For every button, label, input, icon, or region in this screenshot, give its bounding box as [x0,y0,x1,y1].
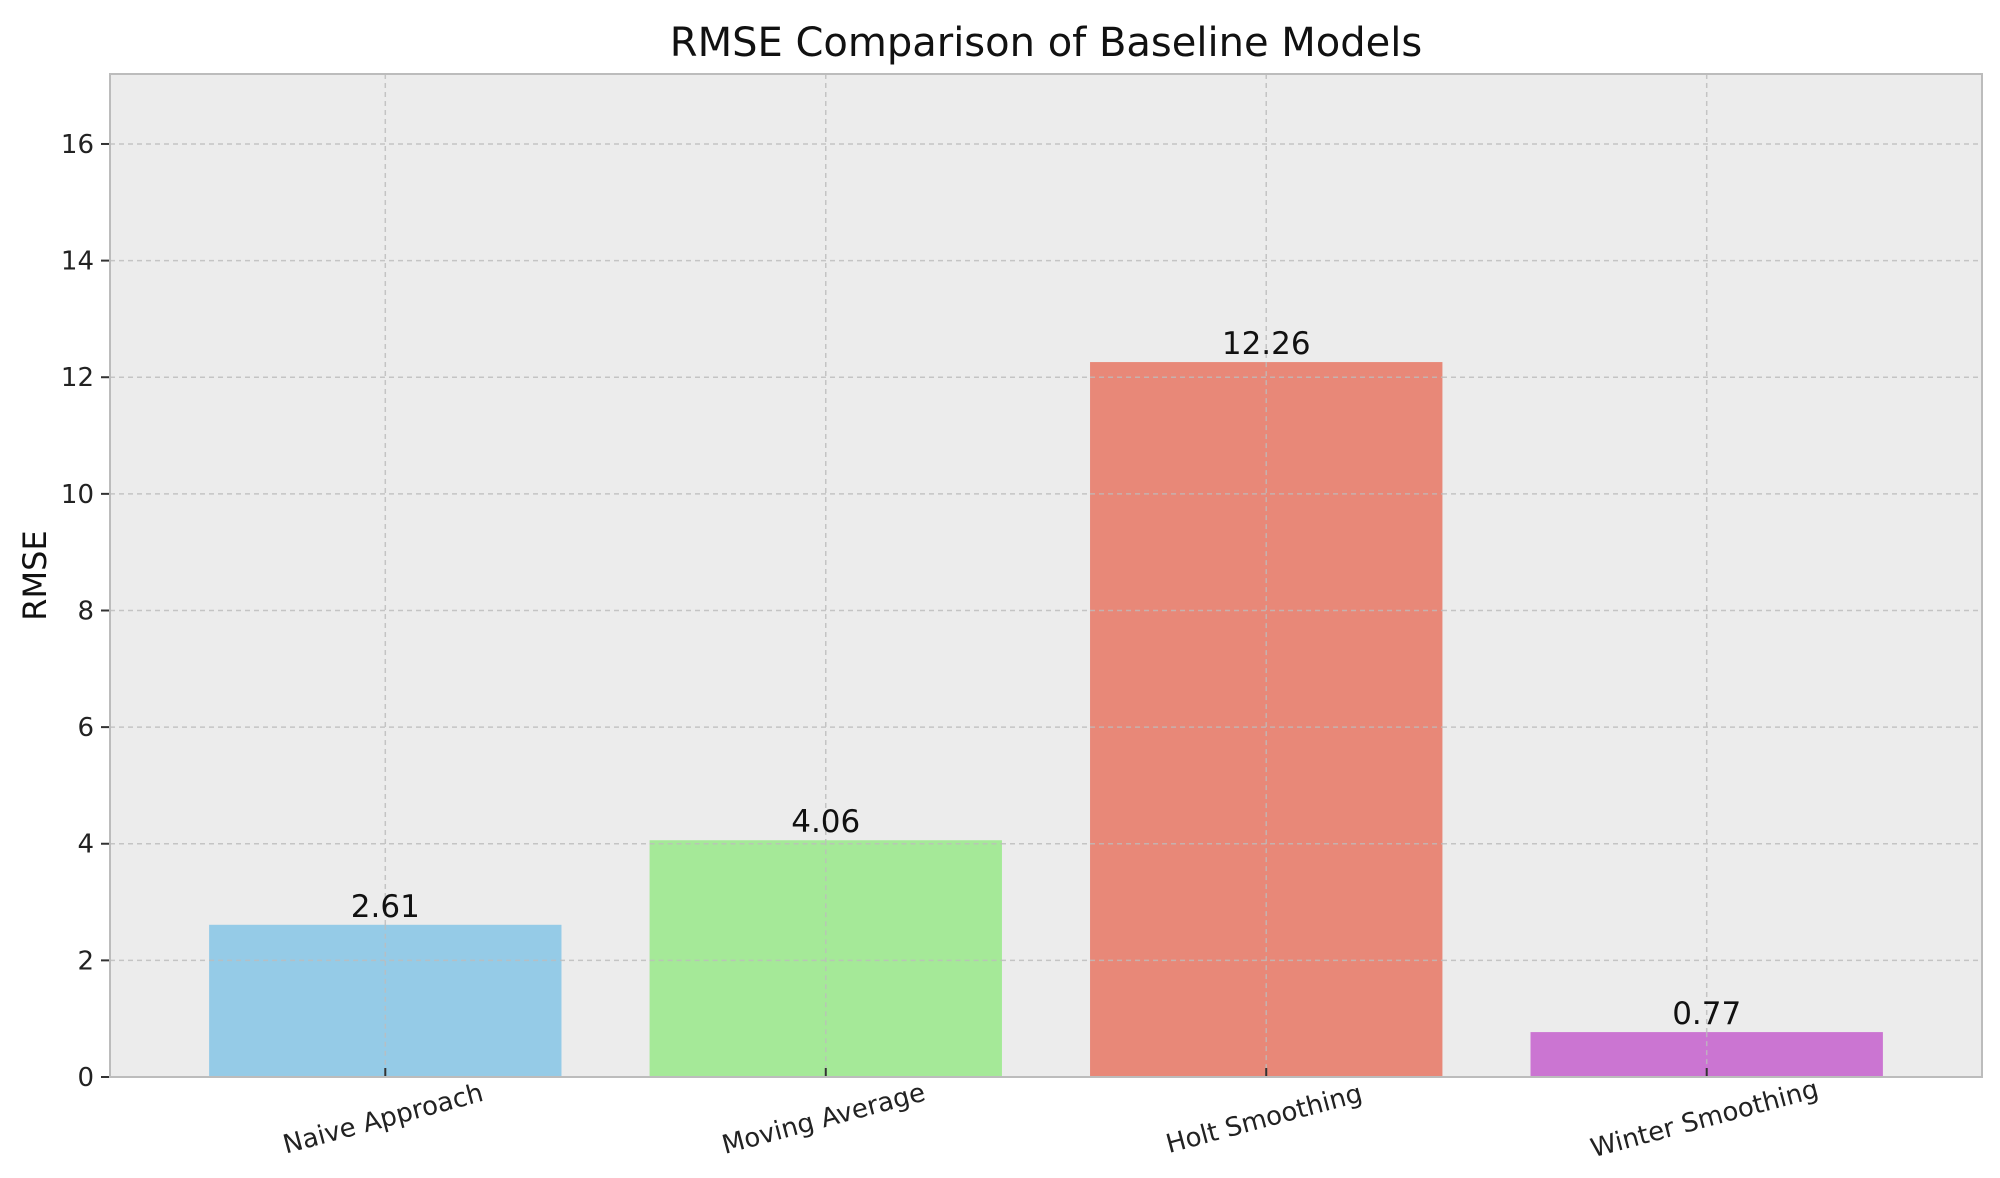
bar-value-label: 4.06 [791,804,860,840]
bar-value-label: 0.77 [1672,996,1741,1032]
bars [209,362,1883,1077]
y-tick-label: 8 [77,596,94,626]
y-tick-label: 16 [61,130,94,160]
bar-value-label: 2.61 [351,889,420,925]
y-tick-label: 10 [61,480,94,510]
bar-value-label: 12.26 [1222,326,1311,362]
x-tick-label: Holt Smoothing [1163,1079,1366,1160]
plot-frame [109,73,1983,1078]
x-tick-label: Winter Smoothing [1587,1074,1821,1164]
x-tick-label: Moving Average [719,1078,929,1161]
y-tick-label: 12 [61,363,94,393]
y-tick-label: 6 [77,713,94,743]
x-tick-label: Naive Approach [280,1078,487,1160]
y-tick-label: 2 [77,946,94,976]
data-labels: 2.61 4.06 12.26 0.77 [351,326,1741,1032]
chart-title: RMSE Comparison of Baseline Models [670,20,1422,66]
y-tick-label: 14 [61,247,94,277]
y-axis-label: RMSE [16,530,54,620]
y-tick-label: 4 [77,830,94,860]
y-tick-label: 0 [77,1063,94,1093]
plot-area [110,74,1982,1077]
